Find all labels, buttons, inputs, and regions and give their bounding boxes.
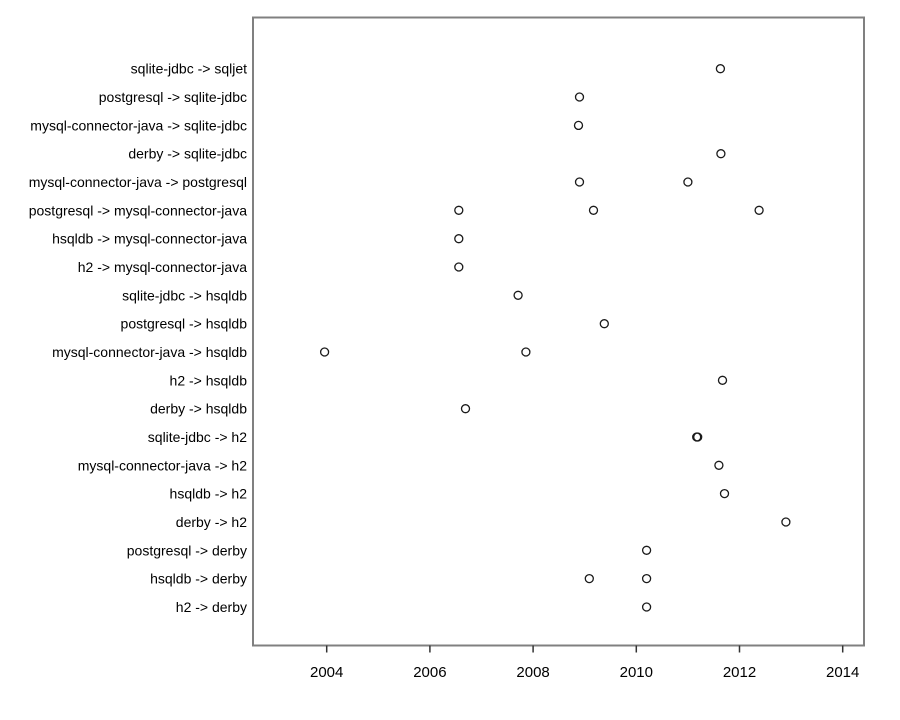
category-label: h2 -> mysql-connector-java bbox=[78, 259, 247, 275]
category-label: postgresql -> derby bbox=[127, 542, 247, 558]
x-tick-label: 2010 bbox=[620, 664, 653, 681]
category-label: mysql-connector-java -> hsqldb bbox=[52, 344, 247, 360]
category-label: hsqldb -> h2 bbox=[170, 486, 248, 502]
data-point-circle bbox=[574, 177, 585, 187]
category-label: sqlite-jdbc -> sqljet bbox=[131, 61, 247, 77]
data-point-circle bbox=[584, 573, 594, 584]
data-point-circle bbox=[717, 375, 728, 385]
category-label: mysql-connector-java -> postgresql bbox=[29, 174, 247, 190]
data-point-circle bbox=[693, 432, 703, 442]
category-label: hsqldb -> derby bbox=[150, 571, 247, 587]
category-label: derby -> sqlite-jdbc bbox=[128, 146, 247, 162]
data-point-circle bbox=[715, 64, 726, 74]
plot-box bbox=[252, 16, 865, 647]
data-point-circle bbox=[719, 488, 730, 499]
category-label: sqlite-jdbc -> hsqldb bbox=[122, 287, 247, 303]
x-tick-label: 2004 bbox=[310, 664, 343, 681]
data-point-circle bbox=[454, 234, 464, 244]
x-tick-label: 2006 bbox=[413, 664, 446, 681]
data-point-circle bbox=[574, 92, 585, 102]
category-label: hsqldb -> mysql-connector-java bbox=[52, 231, 247, 247]
data-point-circle bbox=[454, 205, 464, 215]
data-point-circle bbox=[513, 290, 523, 300]
data-point-circle bbox=[754, 205, 764, 215]
data-point-circle bbox=[716, 149, 726, 159]
data-point-circle bbox=[714, 460, 724, 470]
category-label: mysql-connector-java -> sqlite-jdbc bbox=[30, 117, 247, 133]
category-label: sqlite-jdbc -> h2 bbox=[148, 429, 247, 445]
category-label: h2 -> hsqldb bbox=[170, 372, 248, 388]
data-point-circle bbox=[599, 319, 609, 329]
data-point-circle bbox=[573, 120, 584, 131]
category-label: derby -> h2 bbox=[176, 514, 247, 530]
x-tick-label: 2012 bbox=[723, 664, 756, 681]
category-label: postgresql -> hsqldb bbox=[121, 316, 248, 332]
data-point-circle bbox=[781, 517, 791, 527]
data-point-circle bbox=[521, 347, 531, 357]
x-tick-label: 2014 bbox=[826, 664, 859, 681]
data-point-circle bbox=[319, 347, 330, 357]
data-point-circle bbox=[641, 602, 652, 612]
category-label: derby -> hsqldb bbox=[150, 401, 247, 417]
data-point-circle bbox=[641, 545, 652, 555]
x-tick-label: 2008 bbox=[516, 664, 549, 681]
data-point-circle bbox=[460, 404, 471, 414]
category-label: h2 -> derby bbox=[176, 599, 247, 615]
category-label: postgresql -> mysql-connector-java bbox=[29, 202, 247, 218]
data-point-circle bbox=[641, 573, 652, 584]
data-point-circle bbox=[588, 205, 599, 215]
data-point-circle bbox=[683, 177, 693, 187]
category-label: mysql-connector-java -> h2 bbox=[78, 457, 247, 473]
category-label: postgresql -> sqlite-jdbc bbox=[99, 89, 247, 105]
data-point-circle bbox=[454, 262, 464, 272]
